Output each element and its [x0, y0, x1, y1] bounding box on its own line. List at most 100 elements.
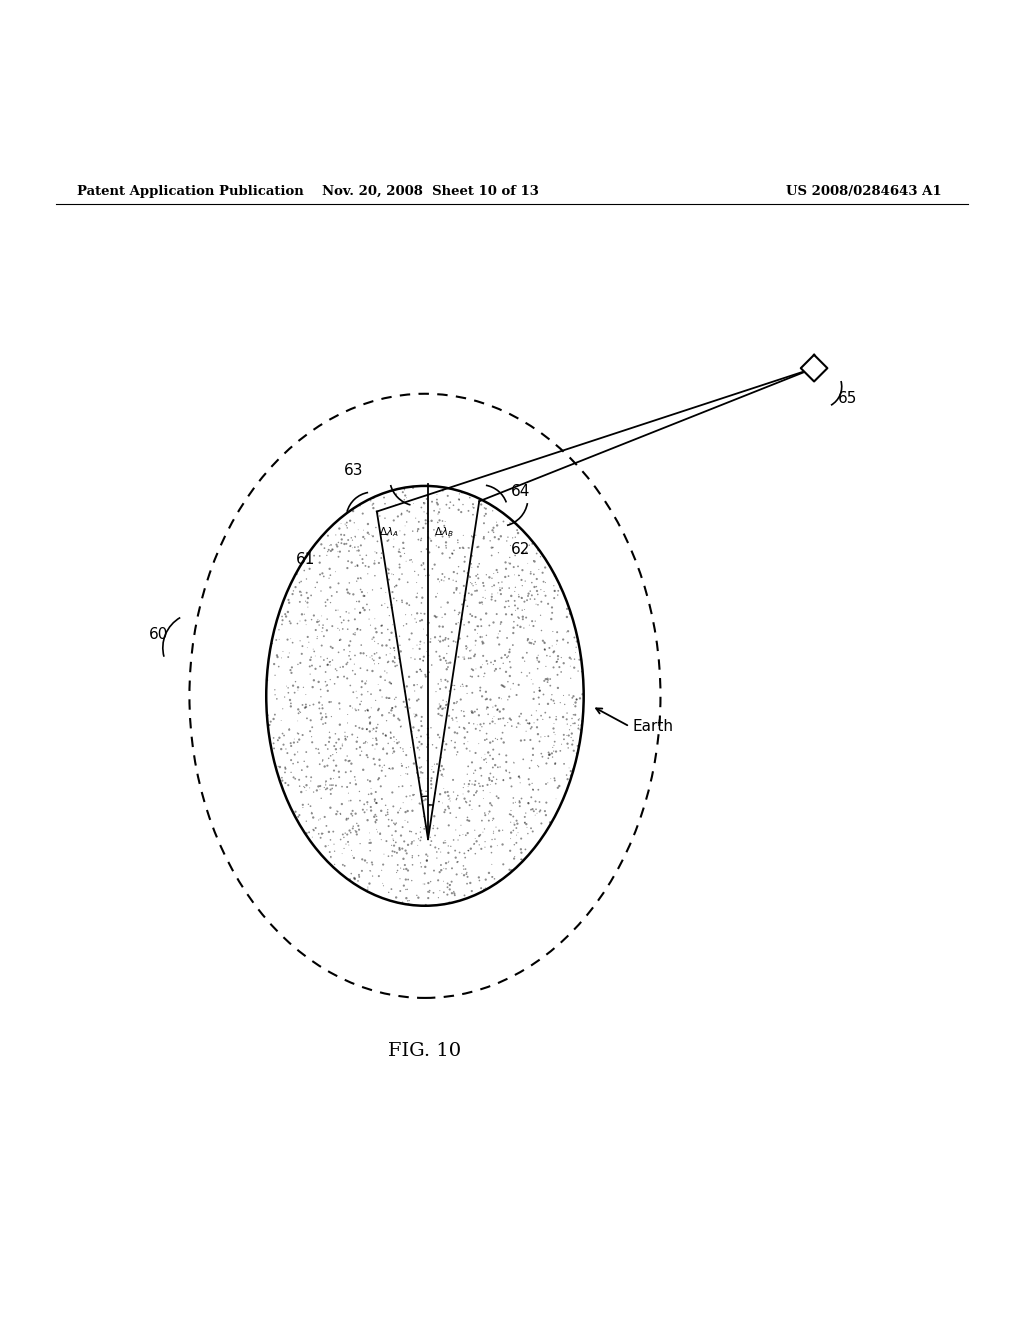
Point	[278, 606, 294, 627]
Point	[494, 572, 510, 593]
Point	[477, 587, 494, 609]
Point	[374, 635, 390, 656]
Point	[492, 657, 508, 678]
Point	[440, 789, 457, 810]
Point	[355, 598, 372, 619]
Point	[344, 805, 360, 826]
Point	[283, 750, 299, 771]
Point	[449, 863, 465, 884]
Point	[558, 622, 574, 643]
Point	[412, 648, 428, 669]
Point	[544, 635, 560, 656]
Point	[341, 583, 357, 605]
Point	[325, 539, 341, 560]
Point	[498, 603, 514, 624]
Point	[324, 585, 340, 606]
Point	[367, 609, 383, 630]
Point	[445, 631, 462, 652]
Point	[475, 576, 492, 597]
Point	[502, 512, 518, 533]
Point	[456, 561, 472, 582]
Point	[396, 543, 413, 564]
Point	[359, 513, 376, 535]
Point	[467, 775, 483, 796]
Point	[391, 710, 408, 731]
Point	[359, 793, 376, 814]
Point	[322, 841, 338, 862]
Point	[454, 482, 470, 503]
Point	[428, 681, 444, 702]
Point	[373, 578, 389, 599]
Point	[480, 742, 497, 763]
Point	[536, 671, 552, 692]
Point	[398, 614, 415, 635]
Point	[513, 587, 529, 609]
Point	[387, 626, 403, 647]
Point	[546, 713, 562, 734]
Point	[527, 799, 544, 820]
Point	[449, 708, 465, 729]
Point	[531, 680, 548, 701]
Point	[379, 524, 395, 545]
Point	[485, 612, 502, 634]
Point	[341, 635, 357, 656]
Point	[314, 706, 331, 727]
Point	[430, 704, 446, 725]
Point	[399, 834, 416, 855]
Point	[481, 767, 498, 788]
Point	[475, 788, 492, 809]
Point	[414, 593, 430, 614]
Point	[456, 865, 472, 886]
Point	[401, 697, 418, 718]
Point	[403, 832, 420, 853]
Point	[461, 582, 477, 603]
Point	[420, 727, 436, 748]
Point	[460, 807, 476, 828]
Point	[467, 581, 483, 602]
Point	[505, 807, 521, 828]
Point	[366, 748, 382, 770]
Point	[348, 700, 365, 721]
Point	[528, 576, 545, 597]
Point	[270, 656, 287, 677]
Point	[497, 566, 513, 587]
Point	[502, 762, 518, 783]
Point	[549, 630, 565, 651]
Point	[469, 714, 485, 735]
Point	[461, 648, 477, 669]
Point	[538, 572, 554, 593]
Point	[549, 664, 565, 685]
Point	[467, 828, 483, 849]
Point	[393, 504, 410, 525]
Point	[489, 627, 506, 648]
Point	[385, 796, 401, 817]
Point	[338, 601, 354, 622]
Point	[439, 671, 456, 692]
Point	[317, 779, 334, 800]
Point	[502, 553, 518, 574]
Point	[449, 693, 465, 714]
Point	[381, 702, 397, 723]
Point	[359, 879, 376, 900]
Point	[456, 733, 472, 754]
Point	[325, 649, 341, 671]
Point	[561, 719, 578, 741]
Point	[337, 513, 353, 535]
Point	[562, 668, 579, 689]
Point	[483, 568, 500, 589]
Point	[497, 715, 513, 737]
Point	[511, 766, 527, 787]
Point	[422, 826, 438, 847]
Point	[291, 770, 307, 791]
Point	[333, 804, 349, 825]
Point	[380, 558, 396, 579]
Point	[310, 776, 327, 797]
Point	[282, 611, 298, 632]
Point	[415, 651, 431, 672]
Point	[366, 487, 382, 508]
Point	[464, 606, 480, 627]
Point	[419, 539, 435, 560]
Point	[413, 541, 429, 562]
Point	[265, 709, 282, 730]
Point	[540, 747, 556, 768]
